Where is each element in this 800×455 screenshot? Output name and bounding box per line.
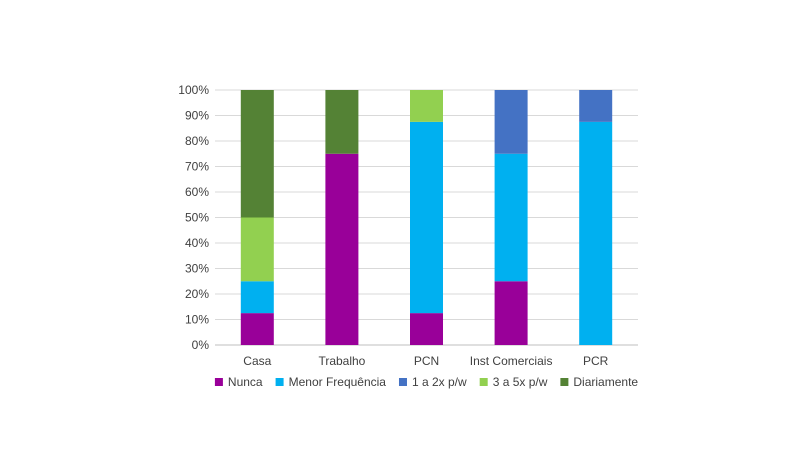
x-tick-label: Trabalho	[318, 354, 365, 368]
bar-segment	[410, 90, 443, 122]
legend-swatch	[275, 378, 284, 386]
y-tick-label: 90%	[185, 109, 209, 123]
legend-swatch	[560, 378, 569, 386]
y-tick-label: 80%	[185, 134, 209, 148]
legend-label: Nunca	[228, 375, 263, 389]
y-tick-label: 50%	[185, 211, 209, 225]
legend-label: 1 a 2x p/w	[412, 375, 467, 389]
x-tick-label: Inst Comerciais	[470, 354, 553, 368]
legend-label: 3 a 5x p/w	[493, 375, 548, 389]
legend: Nunca Menor Frequência 1 a 2x p/w 3 a 5x p/…	[214, 375, 638, 389]
y-tick-label: 60%	[185, 185, 209, 199]
bar-segment	[240, 313, 274, 345]
bar-segment	[325, 153, 359, 345]
bar-segment	[579, 121, 613, 345]
y-tick-label: 40%	[185, 236, 209, 250]
legend-item: Menor Frequência	[275, 375, 387, 389]
x-tick-label: Casa	[243, 354, 271, 368]
bars	[240, 90, 613, 345]
legend-swatch	[479, 378, 488, 386]
legend-label: Menor Frequência	[289, 375, 387, 389]
bar-segment	[325, 90, 359, 154]
x-tick-label: PCN	[414, 354, 439, 368]
bar-segment	[240, 217, 274, 282]
y-tick-label: 0%	[192, 338, 210, 352]
legend-label: Diariamente	[573, 375, 638, 389]
legend-item: Nunca	[214, 375, 263, 389]
y-tick-label: 30%	[185, 262, 209, 276]
x-axis-tick-labels: Casa Trabalho PCN Inst Comerciais PCR	[243, 354, 608, 368]
y-tick-label: 70%	[185, 160, 209, 174]
legend-swatch	[214, 378, 223, 386]
bar-segment	[240, 281, 274, 314]
bar-segment	[410, 121, 443, 314]
legend-swatch	[398, 378, 407, 386]
y-tick-label: 100%	[178, 83, 209, 97]
y-tick-label: 10%	[185, 313, 209, 327]
bar-segment	[410, 313, 443, 345]
bar-segment	[494, 281, 528, 345]
bar-segment	[579, 90, 613, 122]
legend-item: 3 a 5x p/w	[479, 375, 548, 389]
x-tick-label: PCR	[583, 354, 609, 368]
bar-segment	[494, 90, 528, 154]
y-tick-label: 20%	[185, 287, 209, 301]
legend-item: Diariamente	[560, 375, 638, 389]
bar-segment	[494, 153, 528, 282]
bar-segment	[240, 90, 274, 218]
legend-item: 1 a 2x p/w	[398, 375, 467, 389]
y-axis-tick-labels: 0% 10% 20% 30% 40% 50% 60% 70% 80% 90% 100%	[178, 83, 209, 352]
